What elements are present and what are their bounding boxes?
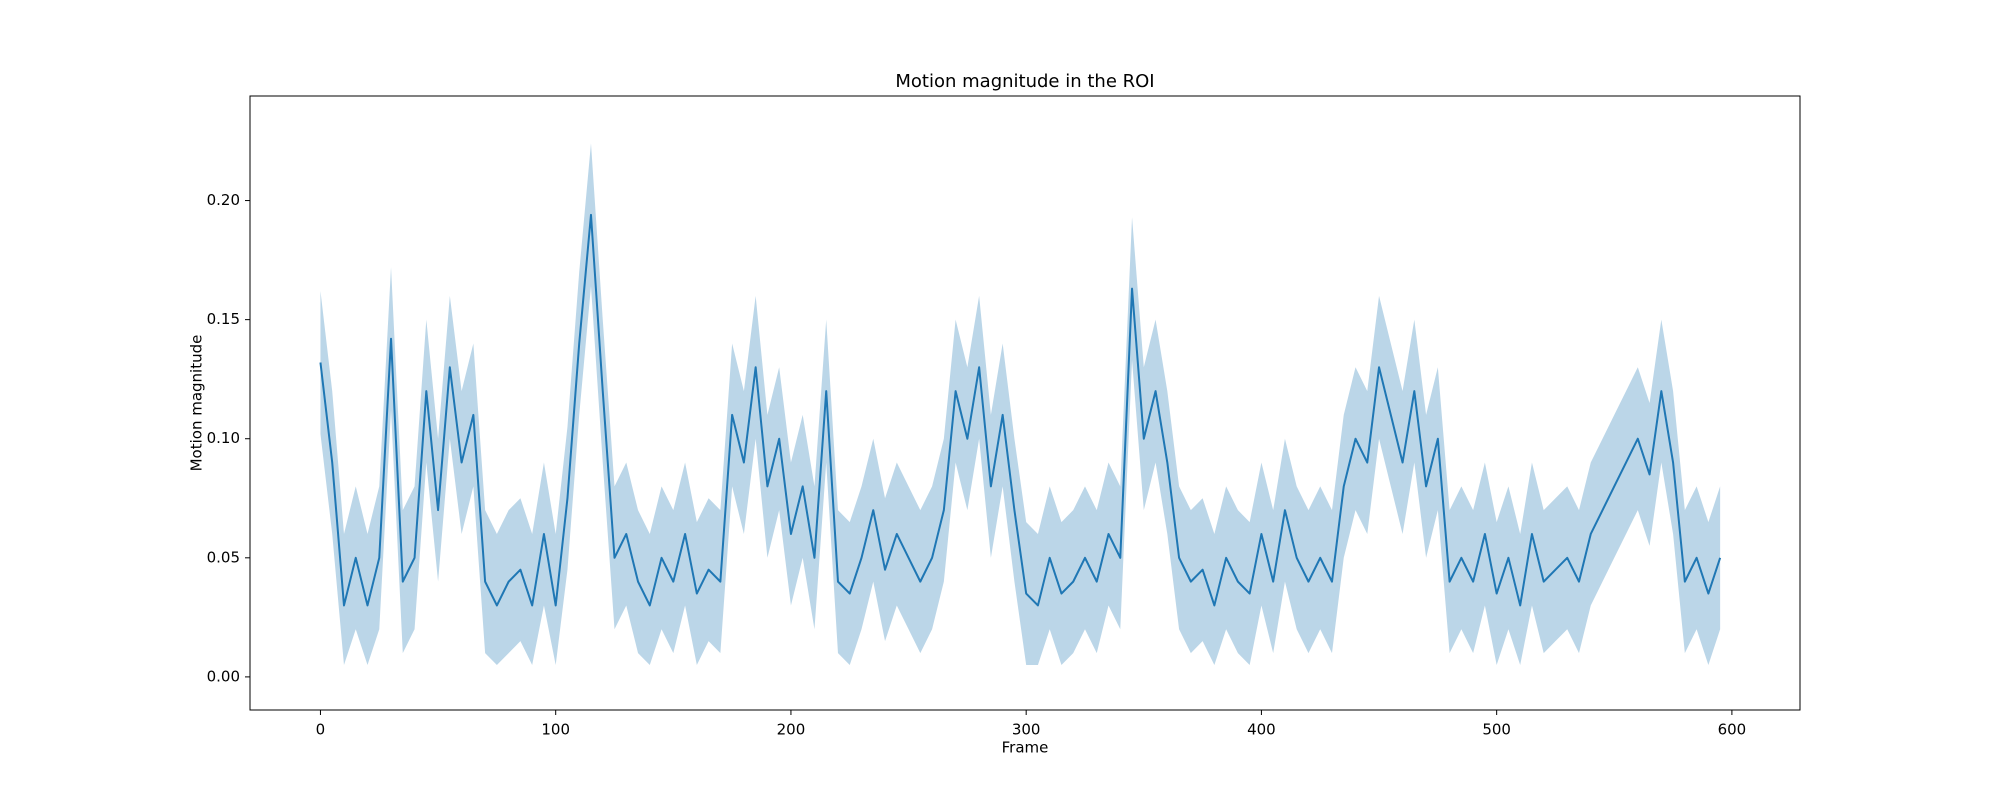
y-tick-label: 0.15	[207, 310, 240, 328]
x-tick-label: 0	[316, 721, 326, 739]
y-tick-label: 0.20	[207, 191, 240, 209]
plot-frame	[249, 95, 1801, 711]
x-tick-label: 300	[1012, 721, 1041, 739]
x-tick-label: 200	[777, 721, 806, 739]
x-tick-label: 600	[1718, 721, 1747, 739]
x-tick-label: 500	[1482, 721, 1511, 739]
x-tick-label: 100	[541, 721, 570, 739]
x-axis-label: Frame	[1002, 739, 1049, 757]
y-tick-label: 0.00	[207, 667, 240, 685]
y-tick-label: 0.05	[207, 548, 240, 566]
confidence-band	[320, 143, 1721, 665]
y-axis-label: Motion magnitude	[188, 335, 206, 472]
x-tick-label: 400	[1247, 721, 1276, 739]
line	[319, 213, 1722, 607]
chart-title: Motion magnitude in the ROI	[895, 71, 1154, 92]
y-tick-label: 0.10	[207, 429, 240, 447]
